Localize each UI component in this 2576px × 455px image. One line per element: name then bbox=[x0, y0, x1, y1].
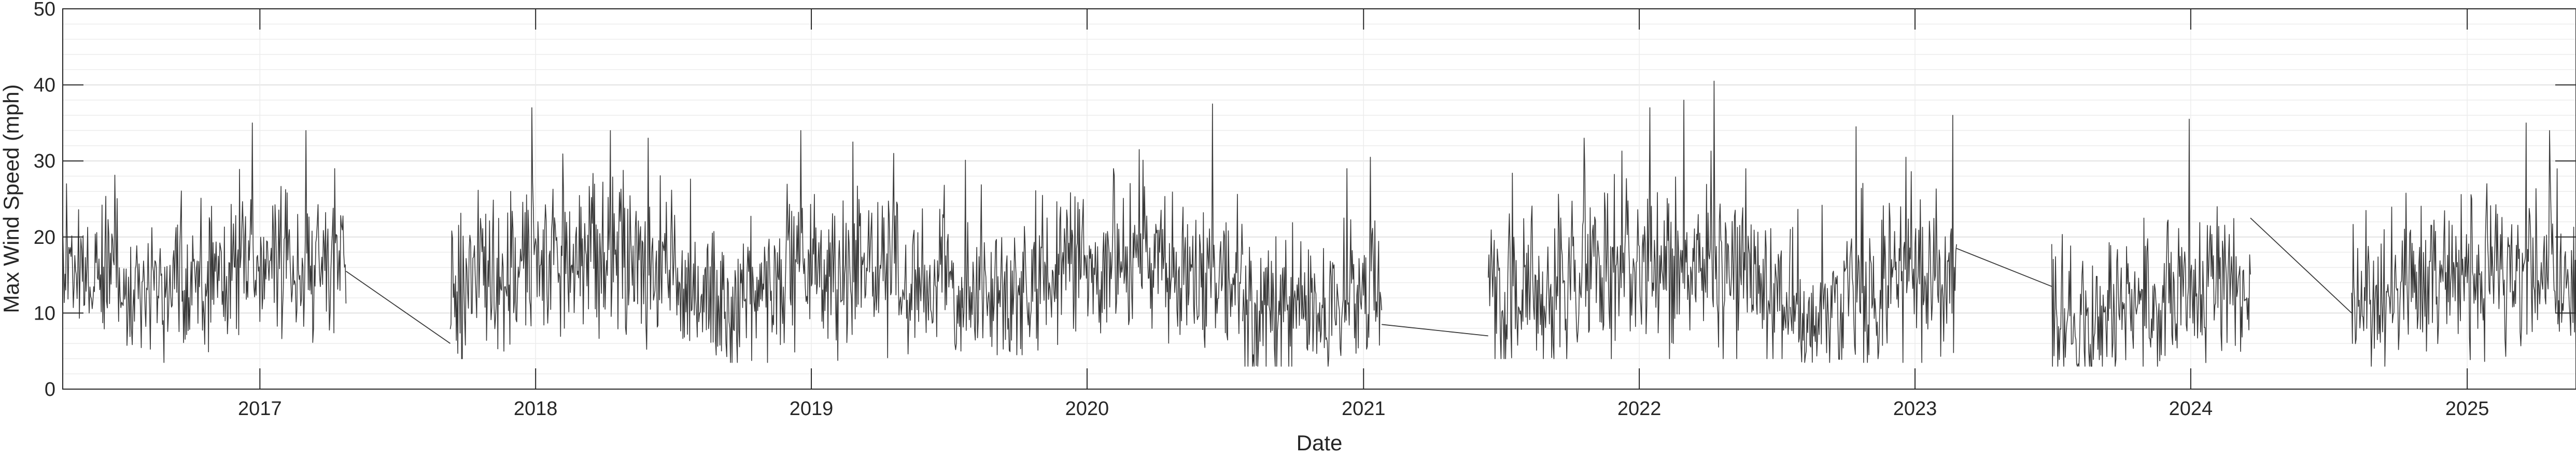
x-tick-label: 2022 bbox=[1617, 398, 1662, 420]
y-tick-label: 40 bbox=[34, 75, 55, 96]
series-line-segment bbox=[2051, 118, 2251, 367]
x-tick-label: 2020 bbox=[1065, 398, 1109, 420]
y-axis-label: Max Wind Speed (mph) bbox=[0, 84, 23, 313]
x-tick-label: 2021 bbox=[1342, 398, 1386, 420]
axis-ticks bbox=[63, 8, 2576, 390]
x-axis-label: Date bbox=[1297, 431, 1343, 455]
series-line-segment bbox=[686, 130, 963, 363]
series-gap-connector bbox=[1956, 247, 2052, 287]
series-line-segment bbox=[449, 107, 687, 360]
series-gap-connector bbox=[1382, 324, 1488, 337]
series-line-segment bbox=[1790, 115, 1957, 363]
series-line-segment bbox=[1487, 80, 1791, 360]
x-tick-label: 2017 bbox=[238, 398, 282, 420]
plot-frame bbox=[62, 8, 2576, 390]
y-tick-label: 50 bbox=[34, 0, 55, 20]
series-line-segment bbox=[1242, 157, 1382, 367]
series-line-segment bbox=[2351, 122, 2576, 367]
data-series bbox=[62, 80, 2576, 367]
x-tick-label: 2019 bbox=[790, 398, 834, 420]
y-tick-label: 10 bbox=[34, 302, 55, 324]
series-gap-connector bbox=[345, 271, 451, 344]
x-tick-label: 2024 bbox=[2169, 398, 2213, 420]
y-tick-label: 0 bbox=[45, 379, 55, 401]
series-line-segment bbox=[962, 103, 1243, 355]
x-tick-labels: 2017 2018 2019 2020 2021 2022 2023 2024 2025 bbox=[238, 398, 2489, 420]
y-tick-label: 30 bbox=[34, 150, 55, 172]
x-tick-label: 2018 bbox=[514, 398, 558, 420]
x-tick-label: 2023 bbox=[1893, 398, 1937, 420]
series-line-segment bbox=[62, 122, 347, 363]
series-gap-connector bbox=[2250, 217, 2352, 314]
y-tick-labels: 0 10 20 30 40 50 bbox=[34, 0, 55, 401]
x-tick-label: 2025 bbox=[2445, 398, 2489, 420]
y-tick-label: 20 bbox=[34, 227, 55, 249]
